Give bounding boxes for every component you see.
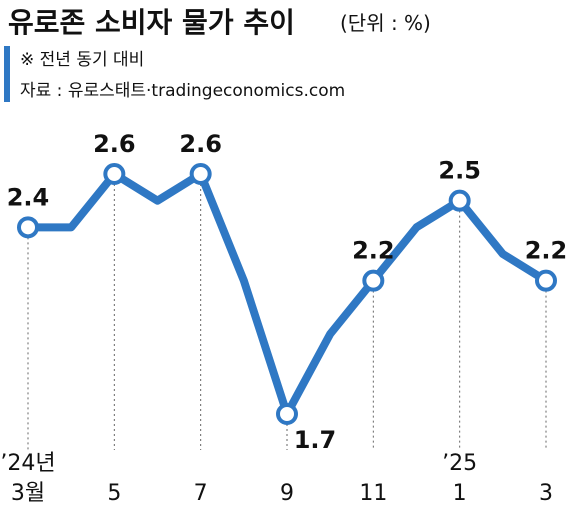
chart-title: 유로존 소비자 물가 추이 — [8, 6, 295, 39]
x-year-label: ’25 — [442, 451, 477, 476]
value-label: 2.6 — [179, 130, 222, 158]
x-tick-label: 7 — [194, 481, 208, 506]
chart-source: 자료 : 유로스태트·tradingeconomics.com — [20, 81, 345, 101]
value-label: 2.5 — [438, 157, 481, 185]
marker — [535, 269, 557, 292]
value-label: 2.6 — [93, 130, 136, 158]
value-label: 2.4 — [7, 183, 50, 211]
marker — [103, 163, 126, 185]
value-label: 1.7 — [294, 426, 337, 454]
line — [24, 170, 550, 418]
x-tick-label: 5 — [107, 481, 121, 506]
marker — [362, 269, 385, 292]
x-tick-label: 3 — [539, 481, 553, 506]
x-tick-label: 11 — [359, 481, 387, 506]
x-tick-label: 3월 — [11, 481, 45, 506]
marker — [17, 216, 39, 239]
marker — [276, 403, 298, 425]
value-label: 2.2 — [525, 237, 568, 265]
x-tick-label: 9 — [280, 481, 294, 506]
value-label: 2.2 — [352, 237, 395, 265]
accent-bar — [4, 46, 10, 102]
marker — [448, 189, 471, 212]
marker — [189, 163, 212, 185]
chart-subtitle: (단위 : %) — [340, 11, 431, 35]
chart-note: ※ 전년 동기 대비 — [20, 50, 144, 70]
x-year-label: ’24년 — [0, 451, 55, 476]
x-tick-label: 1 — [453, 481, 467, 506]
